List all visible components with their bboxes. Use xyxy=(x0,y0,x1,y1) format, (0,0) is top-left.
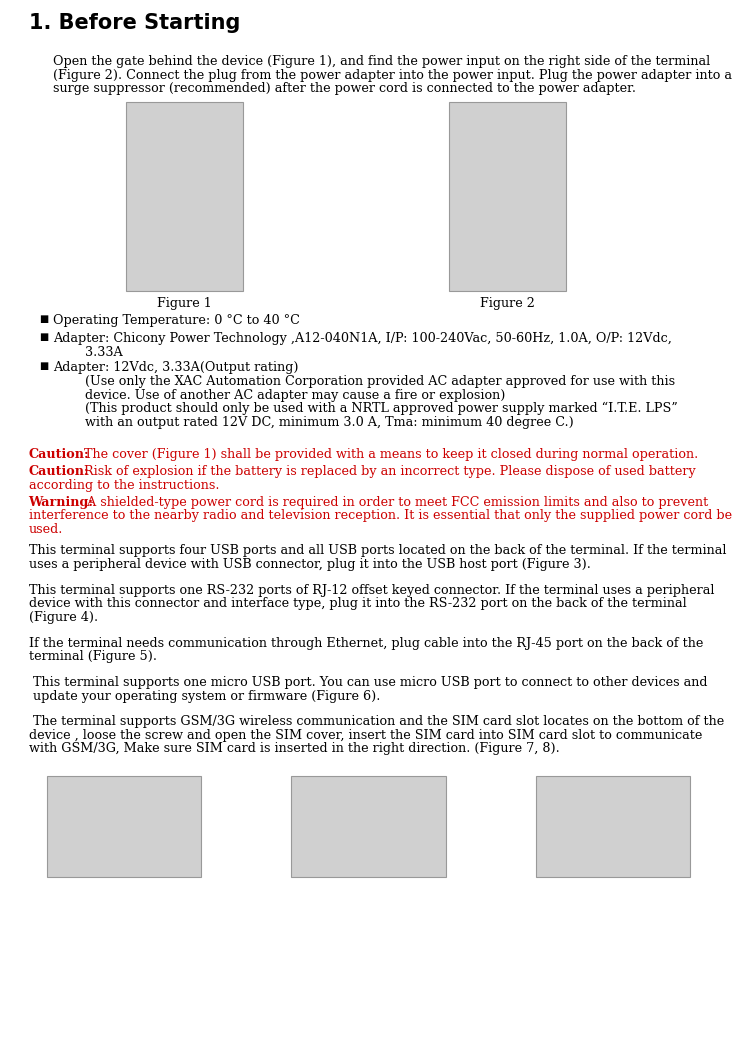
Text: with GSM/3G, Make sure SIM card is inserted in the right direction. (Figure 7, 8: with GSM/3G, Make sure SIM card is inser… xyxy=(29,742,559,755)
Text: device with this connector and interface type, plug it into the RS-232 port on t: device with this connector and interface… xyxy=(29,597,687,610)
Text: The cover (Figure 1) shall be provided with a means to keep it closed during nor: The cover (Figure 1) shall be provided w… xyxy=(80,448,698,462)
Text: update your operating system or firmware (Figure 6).: update your operating system or firmware… xyxy=(29,689,380,702)
Text: terminal (Figure 5).: terminal (Figure 5). xyxy=(29,650,156,663)
Text: ■: ■ xyxy=(39,313,48,324)
Text: Adapter: 12Vdc, 3.33A(Output rating): Adapter: 12Vdc, 3.33A(Output rating) xyxy=(53,361,298,375)
Text: used.: used. xyxy=(29,523,63,536)
Text: (This product should only be used with a NRTL approved power supply marked “I.T.: (This product should only be used with a… xyxy=(53,402,678,415)
Text: ■: ■ xyxy=(39,333,48,342)
Text: uses a peripheral device with USB connector, plug it into the USB host port (Fig: uses a peripheral device with USB connec… xyxy=(29,558,590,571)
Text: This terminal supports one RS-232 ports of RJ-12 offset keyed connector. If the : This terminal supports one RS-232 ports … xyxy=(29,584,714,597)
Text: with an output rated 12V DC, minimum 3.0 A, Tma: minimum 40 degree C.): with an output rated 12V DC, minimum 3.0… xyxy=(53,415,573,429)
Text: Caution:: Caution: xyxy=(29,465,89,479)
Text: This terminal supports one micro USB port. You can use micro USB port to connect: This terminal supports one micro USB por… xyxy=(29,676,707,689)
Text: (Figure 4).: (Figure 4). xyxy=(29,611,98,624)
Text: Adapter: Chicony Power Technology ,A12-040N1A, I/P: 100-240Vac, 50-60Hz, 1.0A, O: Adapter: Chicony Power Technology ,A12-0… xyxy=(53,333,672,345)
Text: ■: ■ xyxy=(39,361,48,372)
Bar xyxy=(292,776,445,877)
Text: Open the gate behind the device (Figure 1), and find the power input on the righ: Open the gate behind the device (Figure … xyxy=(53,55,710,68)
Text: 3.33A: 3.33A xyxy=(53,345,123,359)
Text: Operating Temperature: 0 °C to 40 °C: Operating Temperature: 0 °C to 40 °C xyxy=(53,313,299,327)
Text: according to the instructions.: according to the instructions. xyxy=(29,479,219,491)
Text: A shielded-type power cord is required in order to meet FCC emission limits and : A shielded-type power cord is required i… xyxy=(83,496,708,508)
Text: interference to the nearby radio and television reception. It is essential that : interference to the nearby radio and tel… xyxy=(29,509,732,522)
Text: (Figure 2). Connect the plug from the power adapter into the power input. Plug t: (Figure 2). Connect the plug from the po… xyxy=(53,69,732,82)
Bar xyxy=(450,102,566,290)
Text: Figure 1: Figure 1 xyxy=(157,297,211,310)
Text: (Use only the XAC Automation Corporation provided AC adapter approved for use wi: (Use only the XAC Automation Corporation… xyxy=(53,375,675,388)
Text: device , loose the screw and open the SIM cover, insert the SIM card into SIM ca: device , loose the screw and open the SI… xyxy=(29,729,702,742)
Bar xyxy=(126,102,242,290)
Text: Warning:: Warning: xyxy=(29,496,93,508)
Bar xyxy=(47,776,202,877)
Text: device. Use of another AC adapter may cause a fire or explosion): device. Use of another AC adapter may ca… xyxy=(53,389,505,401)
Text: The terminal supports GSM/3G wireless communication and the SIM card slot locate: The terminal supports GSM/3G wireless co… xyxy=(29,715,724,729)
Text: If the terminal needs communication through Ethernet, plug cable into the RJ-45 : If the terminal needs communication thro… xyxy=(29,636,703,649)
Bar xyxy=(535,776,690,877)
Text: Figure 2: Figure 2 xyxy=(481,297,535,310)
Text: This terminal supports four USB ports and all USB ports located on the back of t: This terminal supports four USB ports an… xyxy=(29,544,726,557)
Text: Risk of explosion if the battery is replaced by an incorrect type. Please dispos: Risk of explosion if the battery is repl… xyxy=(80,465,696,479)
Text: 1. Before Starting: 1. Before Starting xyxy=(29,13,240,33)
Text: Caution:: Caution: xyxy=(29,448,89,462)
Text: surge suppressor (recommended) after the power cord is connected to the power ad: surge suppressor (recommended) after the… xyxy=(53,83,635,95)
